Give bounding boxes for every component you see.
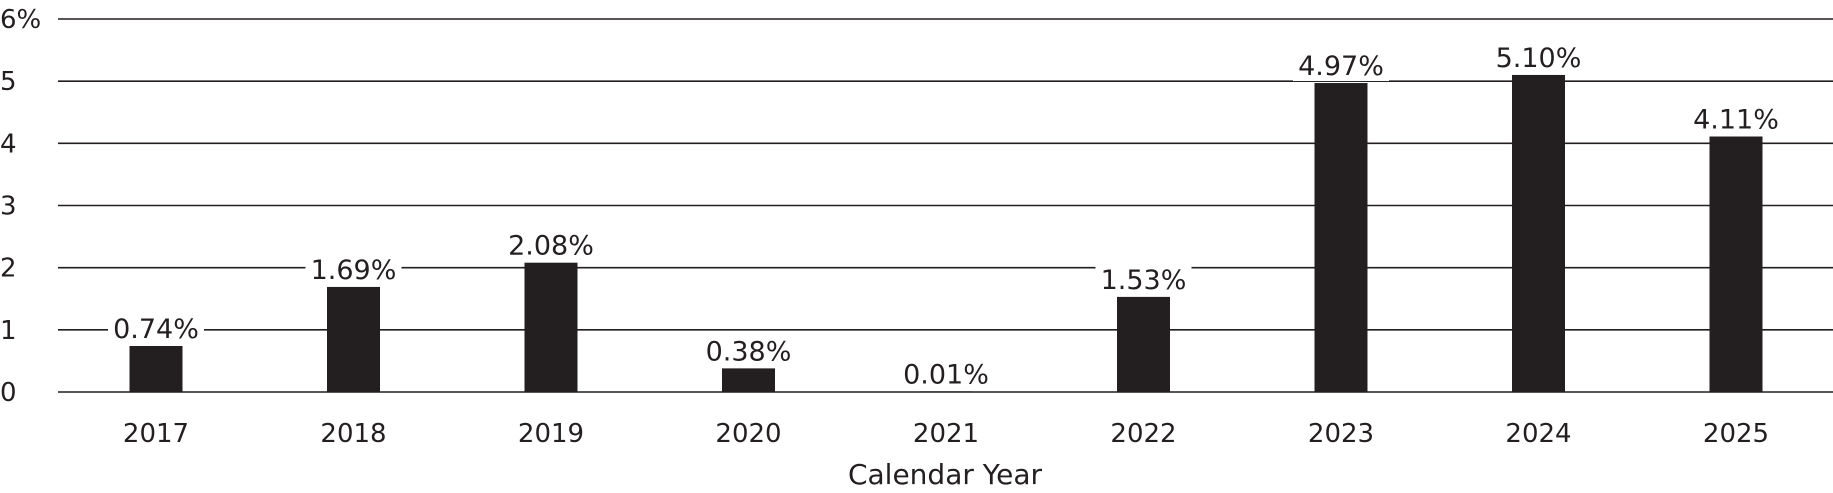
data-label-text: 0.38% (706, 336, 792, 367)
data-label-background (108, 311, 204, 344)
y-tick-label: 3 (0, 192, 17, 222)
data-label-2025: 4.11% (1688, 102, 1784, 135)
x-axis-title: Calendar Year (848, 458, 1043, 491)
x-tick-label-2017: 2017 (123, 419, 189, 449)
data-label-2024: 5.10% (1490, 40, 1587, 74)
data-label-text: 1.69% (311, 255, 397, 286)
data-label-background (898, 357, 994, 390)
bar-2017 (129, 345, 183, 392)
data-label-background (1490, 40, 1587, 73)
x-tick-label-2024: 2024 (1505, 419, 1571, 449)
data-label-2020: 0.38% (700, 334, 797, 367)
y-tick-label: 2 (0, 254, 17, 284)
bar-2024 (1512, 74, 1565, 392)
data-label-2021: 0.01% (898, 357, 994, 390)
x-tick-label-2021: 2021 (913, 419, 979, 449)
data-label-background (1095, 262, 1192, 295)
y-tick-label: 0 (0, 378, 17, 408)
data-label-background (1293, 49, 1389, 82)
data-label-2022: 1.53% (1095, 262, 1192, 296)
y-tick-label: 6% (0, 5, 41, 35)
y-tick-label: 1 (0, 316, 17, 346)
data-label-text: 0.01% (903, 359, 989, 390)
data-label-2017: 0.74% (108, 311, 204, 345)
bar-2020 (722, 368, 775, 392)
bar-2023 (1314, 83, 1368, 392)
data-label-background (503, 228, 599, 261)
bar-2018 (327, 286, 380, 392)
bar-2022 (1117, 296, 1170, 392)
x-tick-label-2025: 2025 (1703, 419, 1769, 449)
bar-2025 (1709, 136, 1763, 392)
data-label-text: 0.74% (113, 314, 199, 345)
data-label-text: 2.08% (508, 231, 594, 262)
data-label-background (700, 334, 797, 367)
y-tick-label: 4 (0, 129, 17, 159)
data-label-2019: 2.08% (503, 228, 599, 262)
y-tick-label: 5 (0, 67, 17, 97)
x-tick-label-2019: 2019 (518, 419, 584, 449)
bar-2021 (919, 391, 973, 392)
data-label-text: 1.53% (1101, 265, 1187, 296)
x-tick-label-2022: 2022 (1110, 419, 1176, 449)
y-axis-ticks: 0 1 2 3 4 5 6% (0, 5, 41, 408)
data-labels: 0.74% 1.69% 2.08% 0.38% 0.01% 1.53% 4.97% 5.10%… (108, 40, 1784, 390)
gridlines (58, 18, 1833, 393)
bars (129, 74, 1763, 392)
data-label-background (305, 252, 402, 285)
data-label-text: 5.10% (1496, 43, 1582, 74)
x-tick-label-2020: 2020 (715, 419, 781, 449)
data-label-text: 4.11% (1693, 104, 1779, 135)
x-axis-ticks: 2017 2018 2019 2020 2021 2022 2023 2024 2025 (123, 419, 1769, 449)
data-label-text: 4.97% (1298, 51, 1384, 82)
x-tick-label-2018: 2018 (320, 419, 386, 449)
data-label-2018: 1.69% (305, 252, 402, 286)
bar-2019 (524, 262, 578, 392)
data-label-background (1688, 102, 1784, 135)
data-label-2023: 4.97% (1293, 49, 1389, 82)
x-tick-label-2023: 2023 (1308, 419, 1374, 449)
